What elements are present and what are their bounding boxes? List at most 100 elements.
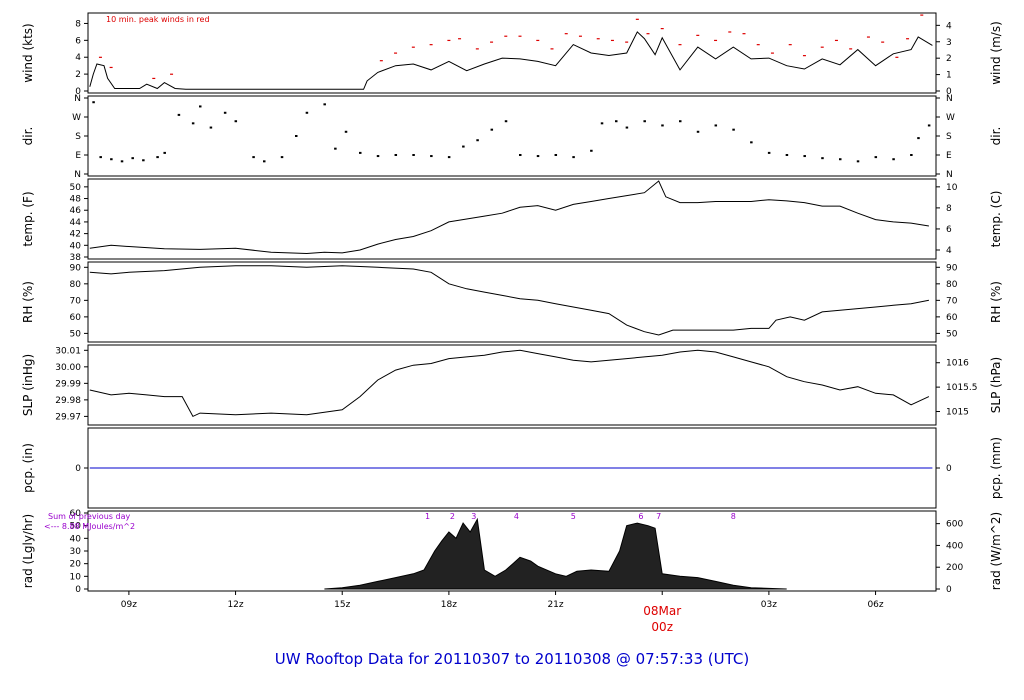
- x-tick-label: 12z: [227, 600, 243, 610]
- rad-event-label: 2: [450, 512, 455, 521]
- panel-frame-wind: [87, 12, 937, 94]
- left-tick-label-temp: 48: [70, 195, 82, 205]
- dir-point: [120, 160, 124, 163]
- dir-point: [447, 156, 451, 159]
- left-tick-label-slp: 29.98: [55, 396, 81, 406]
- wind-peak-mark: [152, 77, 156, 80]
- left-tick-label-dir: S: [75, 132, 81, 142]
- right-tick-label-temp: 8: [946, 204, 952, 214]
- x-tick-label: 03z: [761, 600, 777, 610]
- wind-peak-mark: [660, 28, 664, 30]
- right-tick-label-dir: S: [946, 132, 952, 142]
- ylabel-right-pcp: pcp. (mm): [989, 437, 1003, 499]
- wind-peak-mark: [411, 46, 415, 48]
- dir-point: [600, 122, 604, 125]
- wind-peak-mark: [742, 33, 746, 35]
- dir-point: [554, 154, 558, 156]
- dir-point: [142, 159, 145, 162]
- wind-peak-mark: [849, 48, 853, 50]
- right-tick-label-slp: 1016: [946, 359, 969, 369]
- ylabel-right-wind: wind (m/s): [989, 21, 1003, 85]
- dir-point: [163, 151, 166, 154]
- dir-point: [92, 101, 95, 104]
- dir-point: [803, 155, 806, 158]
- ylabel-right-slp: SLP (hPa): [989, 357, 1003, 413]
- ylabel-left-rad: rad (Lgly/hr): [21, 514, 35, 588]
- left-tick-label-rad: 40: [70, 534, 82, 544]
- dir-point: [305, 111, 309, 114]
- right-tick-label-wind: 3: [946, 38, 952, 48]
- right-tick-label-wind: 2: [946, 54, 952, 64]
- dir-point: [696, 130, 700, 133]
- left-tick-label-wind: 2: [75, 70, 81, 80]
- x-tick-label: 15z: [334, 600, 350, 610]
- right-tick-label-rh: 80: [946, 280, 958, 290]
- dir-point: [839, 158, 842, 161]
- wind-note: 10 min. peak winds in red: [106, 15, 210, 24]
- dir-point: [177, 113, 181, 116]
- rad-event-label: 7: [656, 512, 661, 521]
- right-tick-label-dir: E: [946, 151, 952, 161]
- dir-point: [156, 156, 159, 159]
- left-tick-label-dir: N: [74, 94, 81, 104]
- dir-point: [892, 158, 895, 161]
- panel-frame-dir: [87, 95, 937, 177]
- wind-peak-mark: [728, 31, 732, 33]
- left-tick-label-wind: 8: [75, 19, 81, 29]
- panel-frame-slp: [87, 344, 937, 426]
- left-tick-label-temp: 40: [70, 241, 82, 251]
- wind-peak-mark: [696, 34, 700, 36]
- right-tick-label-temp: 10: [946, 183, 958, 193]
- left-tick-label-rh: 50: [70, 329, 82, 339]
- wind-peak-mark: [504, 35, 508, 37]
- dir-point: [856, 160, 860, 163]
- dir-point: [714, 124, 718, 127]
- right-tick-label-temp: 6: [946, 225, 952, 235]
- rad-event-label: 1: [425, 512, 430, 521]
- dir-point: [376, 155, 380, 158]
- x-tick-label: 09z: [121, 600, 137, 610]
- wind-peak-mark: [447, 39, 451, 42]
- wind-peak-mark: [834, 39, 838, 42]
- wind-peak-mark: [475, 48, 479, 50]
- left-tick-label-rh: 80: [70, 280, 82, 290]
- wind-peak-mark: [170, 73, 174, 75]
- dir-point: [252, 156, 255, 159]
- dir-point: [519, 154, 522, 156]
- wind-peak-mark: [429, 44, 433, 46]
- dir-point: [131, 157, 134, 160]
- right-tick-label-slp: 1015: [946, 408, 969, 418]
- wind-peak-mark: [518, 35, 522, 37]
- dir-point: [643, 120, 646, 123]
- dir-point: [536, 155, 540, 158]
- left-tick-label-pcp: 0: [75, 464, 81, 474]
- rad-event-label: 6: [638, 512, 643, 521]
- ylabel-left-wind: wind (kts): [21, 23, 35, 82]
- left-tick-label-temp: 46: [70, 206, 82, 216]
- dir-point: [910, 154, 913, 156]
- date-label: 08Mar: [643, 604, 681, 618]
- left-tick-label-rad: 60: [70, 509, 82, 519]
- wind-peak-mark: [895, 56, 899, 58]
- dir-point: [821, 157, 824, 160]
- left-tick-label-rad: 0: [75, 585, 81, 595]
- wind-peak-mark: [578, 35, 582, 37]
- wind-series-line: [89, 31, 933, 90]
- dir-point: [199, 105, 202, 108]
- wind-peak-mark: [550, 48, 554, 50]
- dir-point: [223, 111, 227, 114]
- left-tick-label-temp: 42: [70, 230, 81, 240]
- left-tick-label-wind: 0: [75, 87, 81, 97]
- dir-point: [590, 149, 593, 152]
- right-tick-label-pcp: 0: [946, 464, 952, 474]
- dir-point: [295, 135, 298, 137]
- wind-peak-mark: [536, 39, 540, 42]
- dir-point: [394, 154, 398, 156]
- slp-series-line: [89, 349, 930, 418]
- left-tick-label-rh: 90: [70, 263, 82, 273]
- left-tick-label-temp: 44: [70, 218, 82, 228]
- right-tick-label-rh: 50: [946, 329, 958, 339]
- right-tick-label-wind: 4: [946, 21, 952, 31]
- dir-point: [927, 124, 931, 127]
